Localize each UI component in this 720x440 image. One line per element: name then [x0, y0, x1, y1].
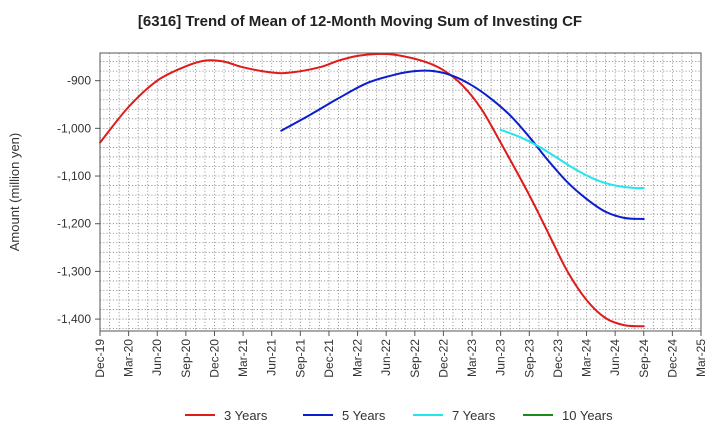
x-tick-label: Sep-23: [522, 339, 536, 378]
plot-area: [100, 53, 701, 331]
legend-label-10-years: 10 Years: [562, 408, 613, 423]
plot-frame: [99, 52, 702, 332]
y-tick-label: -900: [67, 74, 91, 88]
y-tick-label: -1,400: [57, 312, 91, 326]
grid-layer: [100, 53, 701, 331]
x-tick-label: Sep-24: [637, 339, 651, 378]
x-tick-label: Jun-22: [379, 339, 393, 376]
x-tick-label: Sep-20: [179, 339, 193, 378]
x-tick-label: Jun-24: [608, 339, 622, 376]
x-tick-label: Mar-24: [580, 339, 594, 377]
y-axis: -900 -1,000 -1,100 -1,200 -1,300 -1,400: [57, 74, 100, 326]
legend-label-3-years: 3 Years: [224, 408, 268, 423]
x-tick-label: Dec-19: [93, 339, 107, 378]
x-tick-label: Dec-20: [207, 339, 221, 378]
y-tick-label: -1,200: [57, 217, 91, 231]
x-tick-label: Dec-24: [665, 339, 679, 378]
x-tick-label: Jun-21: [265, 339, 279, 376]
x-tick-label: Dec-22: [436, 339, 450, 378]
series-layer: [99, 52, 645, 328]
x-tick-label: Sep-21: [293, 339, 307, 378]
x-tick-label: Jun-23: [494, 339, 508, 376]
chart-title: [6316] Trend of Mean of 12-Month Moving …: [138, 13, 582, 30]
x-tick-label: Dec-23: [551, 339, 565, 378]
x-tick-label: Mar-23: [465, 339, 479, 377]
y-tick-label: -1,300: [57, 264, 91, 278]
legend: 3 Years 5 Years 7 Years 10 Years: [185, 408, 613, 423]
y-axis-label: Amount (million yen): [7, 133, 22, 252]
legend-label-5-years: 5 Years: [342, 408, 386, 423]
x-tick-label: Mar-22: [351, 339, 365, 377]
x-tick-label: Mar-20: [122, 339, 136, 377]
x-tick-label: Jun-20: [150, 339, 164, 376]
series-line-5-years: [280, 69, 645, 220]
series-line-3-years: [99, 52, 645, 328]
legend-label-7-years: 7 Years: [452, 408, 496, 423]
y-tick-label: -1,100: [57, 169, 91, 183]
x-tick-label: Dec-21: [322, 339, 336, 378]
y-tick-label: -1,000: [57, 121, 91, 135]
x-tick-label: Mar-25: [694, 339, 708, 377]
x-axis: Dec-19 Mar-20 Jun-20 Sep-20 Dec-20 Mar-21 Jun-…: [93, 331, 708, 378]
x-tick-label: Sep-22: [408, 339, 422, 378]
series-line-7-years: [499, 128, 645, 190]
x-tick-label: Mar-21: [236, 339, 250, 377]
